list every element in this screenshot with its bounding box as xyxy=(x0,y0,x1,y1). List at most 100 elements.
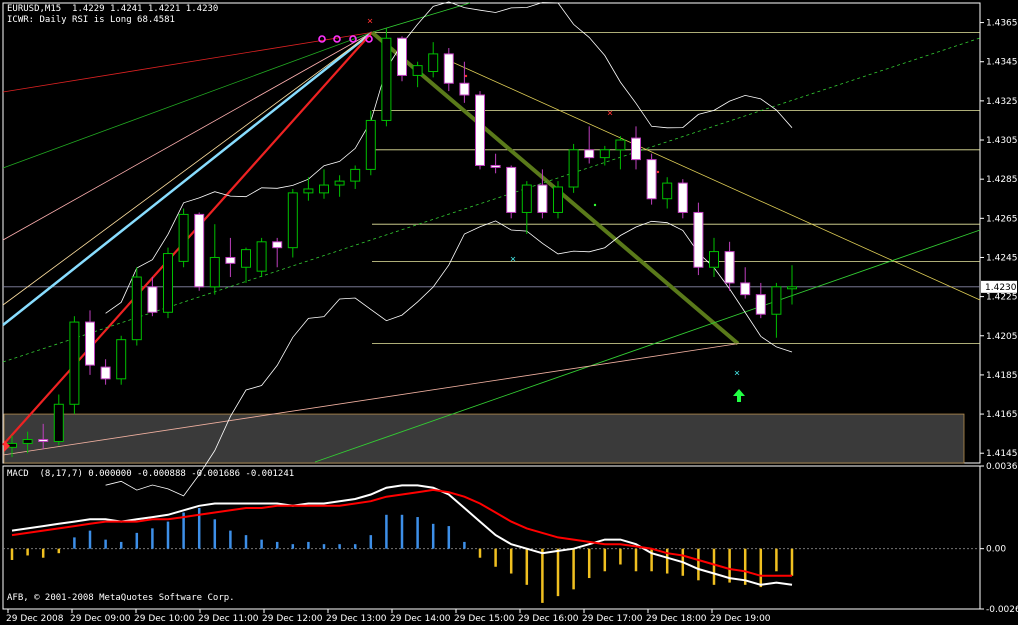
fan-line-red xyxy=(2,31,373,93)
support-line-pink xyxy=(2,343,739,456)
price-tick-label: 1.4165 xyxy=(986,410,1018,420)
candle xyxy=(303,177,314,201)
candle xyxy=(662,177,673,209)
time-tick-label: 29 Dec 15:00 xyxy=(454,614,515,624)
candle-body xyxy=(490,164,501,168)
candle xyxy=(319,169,329,199)
macd-line xyxy=(11,484,793,586)
candle xyxy=(677,179,688,219)
candle-body xyxy=(428,53,439,73)
candle xyxy=(163,247,173,319)
copyright-text: AFB, © 2001-2008 MetaQuotes Software Cor… xyxy=(7,593,235,603)
candle-body xyxy=(693,211,704,268)
fan-line-cream xyxy=(2,32,373,306)
candle-body xyxy=(100,366,111,380)
candle-body xyxy=(256,241,267,272)
candle xyxy=(771,282,782,338)
candle-body xyxy=(521,184,532,213)
candle xyxy=(584,126,595,164)
candle-body xyxy=(163,253,173,313)
candle-body xyxy=(69,321,80,405)
candle xyxy=(225,237,236,278)
candle xyxy=(428,42,439,78)
candle-body xyxy=(209,256,220,288)
time-tick-label: 29 Dec 18:00 xyxy=(646,614,707,624)
fan-line-steep xyxy=(371,2,471,33)
current-price-label: 1.4230 xyxy=(985,283,1017,293)
price-tick-label: 1.4325 xyxy=(986,97,1018,107)
time-tick-label: 29 Dec 16:00 xyxy=(518,614,579,624)
candle xyxy=(490,153,501,174)
price-tick-label: 1.4265 xyxy=(986,214,1018,224)
candle xyxy=(178,208,189,268)
dot-marker xyxy=(593,203,597,207)
candle xyxy=(116,335,127,385)
candle xyxy=(272,237,283,268)
candle-body xyxy=(755,294,766,315)
candle xyxy=(241,247,251,283)
macd-panel-frame xyxy=(2,465,981,610)
price-tick-label: 1.4345 xyxy=(986,58,1018,68)
candle-body xyxy=(319,184,329,194)
dotted-trend-line xyxy=(2,37,981,363)
price-tick-label: 1.4225 xyxy=(986,293,1018,303)
candle-body xyxy=(537,184,548,213)
candle xyxy=(53,394,64,446)
candle-body xyxy=(412,65,423,76)
candle xyxy=(709,237,719,278)
candle xyxy=(350,165,361,189)
candle xyxy=(100,359,111,385)
candle xyxy=(334,175,345,197)
candle xyxy=(131,267,142,346)
price-tick-label: 1.4305 xyxy=(986,136,1018,146)
candle-body xyxy=(365,119,376,170)
signal-line xyxy=(11,488,792,577)
fan-line-cyan xyxy=(2,31,373,326)
candle-body xyxy=(568,149,579,188)
candle xyxy=(412,61,423,88)
candle xyxy=(38,423,49,450)
price-panel-frame xyxy=(2,2,981,464)
candle-body xyxy=(85,321,95,366)
candle xyxy=(646,153,657,205)
candle xyxy=(568,143,579,193)
candle xyxy=(631,126,641,170)
candle xyxy=(459,61,470,103)
candle-body xyxy=(147,286,158,313)
time-tick-label: 29 Dec 09:00 xyxy=(70,614,131,624)
candle xyxy=(615,136,626,170)
candle xyxy=(724,241,735,291)
candle-body xyxy=(584,149,595,159)
circle-marker xyxy=(349,35,357,43)
candle-body xyxy=(724,251,735,284)
indicator-info: ICWR: Daily RSI is Long 68.4581 xyxy=(7,15,175,25)
price-tick-label: 1.4185 xyxy=(986,371,1018,381)
price-tick-label: 1.4365 xyxy=(986,19,1018,29)
up-arrow-icon xyxy=(733,389,745,402)
candle xyxy=(22,431,33,454)
candle-body xyxy=(771,286,782,315)
price-tick-label: 1.4205 xyxy=(986,332,1018,342)
price-tick-label: 1.4285 xyxy=(986,175,1018,185)
symbol-info: EURUSD,M15 1.4229 1.4241 1.4221 1.4230 xyxy=(7,4,219,14)
dot-marker xyxy=(464,74,468,78)
candle-body xyxy=(631,137,641,161)
time-tick-label: 29 Dec 12:00 xyxy=(262,614,323,624)
macd-label: MACD (8,17,7) 0.000000 -0.000888 -0.0016… xyxy=(7,469,295,479)
candle-body xyxy=(303,188,314,194)
candle xyxy=(194,212,205,291)
candle xyxy=(755,282,766,319)
candle xyxy=(69,316,80,415)
candle-body xyxy=(38,439,49,442)
candle-body xyxy=(475,94,485,166)
candle xyxy=(365,110,376,176)
candle xyxy=(381,28,392,127)
candle xyxy=(397,36,407,82)
support-line-green xyxy=(314,229,981,463)
circle-marker xyxy=(318,35,326,43)
band-upper xyxy=(105,1,793,314)
macd-tick-label: 0.00 xyxy=(986,545,1006,555)
candle-body xyxy=(334,180,345,186)
candle-body xyxy=(677,182,688,213)
